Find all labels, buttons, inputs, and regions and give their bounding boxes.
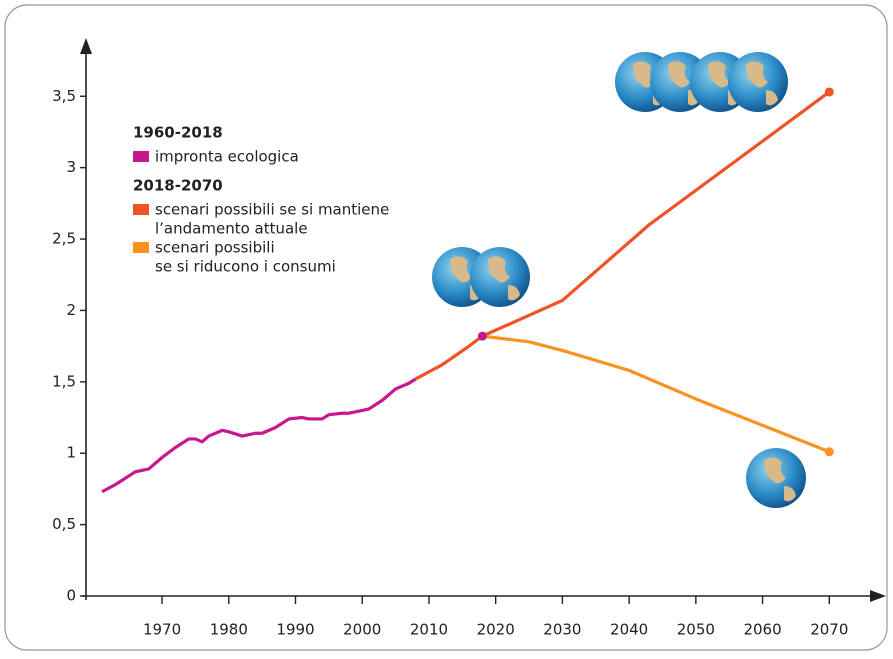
x-tick-label: 2070 (810, 621, 848, 639)
series-line (101, 377, 417, 494)
globes (432, 52, 806, 508)
legend-swatch (133, 151, 149, 162)
y-tick-label: 2 (66, 301, 76, 319)
x-tick-label: 1970 (143, 621, 181, 639)
legend-header: 1960-2018 (133, 124, 223, 142)
end-dot (824, 87, 834, 97)
y-tick-label: 3,5 (52, 87, 76, 105)
x-tick-label: 2050 (677, 621, 715, 639)
end-dot (824, 447, 834, 457)
legend-swatch (133, 242, 149, 253)
y-tick-label: 2,5 (52, 230, 76, 248)
x-tick-label: 1990 (276, 621, 314, 639)
x-tick-label: 1980 (210, 621, 248, 639)
junction-dot (477, 331, 487, 341)
legend-label: scenari possibili (155, 239, 275, 257)
x-arrow (870, 590, 886, 602)
x-tick-label: 2020 (477, 621, 515, 639)
x-tick-label: 2040 (610, 621, 648, 639)
y-tick-label: 3 (66, 158, 76, 176)
legend-label: scenari possibili se si mantiene (155, 201, 389, 219)
y-tick-label: 0 (66, 587, 76, 605)
y-arrow (80, 38, 92, 54)
legend-swatch (133, 204, 149, 215)
series-line (414, 90, 831, 381)
x-tick-label: 2000 (343, 621, 381, 639)
x-tick-label: 2030 (543, 621, 581, 639)
legend-label: l’andamento attuale (155, 220, 308, 238)
legend-label: se si riducono i consumi (155, 258, 336, 276)
y-tick-label: 1 (66, 444, 76, 462)
x-tick-label: 2060 (743, 621, 781, 639)
series-line (482, 334, 830, 454)
legend-label: impronta ecologica (155, 148, 299, 166)
frame (4, 4, 888, 651)
y-tick-label: 1,5 (52, 372, 76, 390)
y-tick-label: 0,5 (52, 515, 76, 533)
legend-header: 2018-2070 (133, 177, 223, 195)
x-tick-label: 2010 (410, 621, 448, 639)
